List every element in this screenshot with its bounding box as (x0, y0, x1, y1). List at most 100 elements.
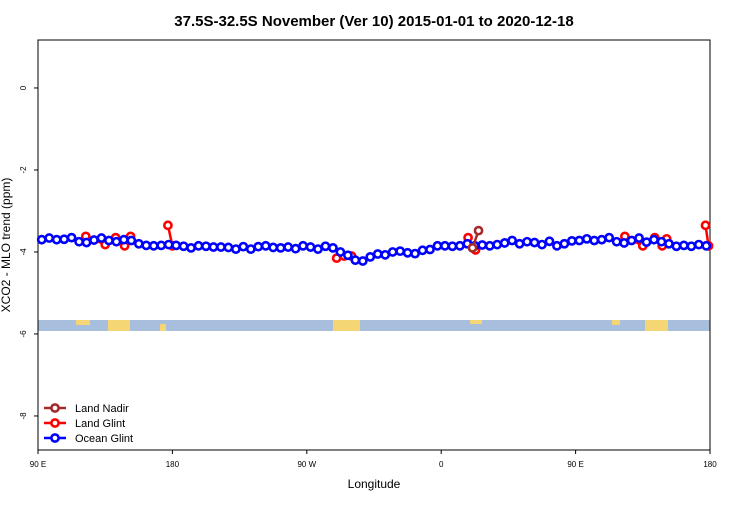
point (671, 241, 682, 252)
point (402, 247, 413, 258)
point (372, 249, 383, 259)
legend-label: Ocean Glint (75, 433, 133, 445)
point (193, 240, 204, 251)
point (529, 237, 540, 248)
point (275, 242, 286, 253)
legend-swatch-point (50, 433, 60, 443)
point (89, 235, 99, 245)
point (51, 234, 62, 245)
point (574, 235, 585, 246)
x-tick-label: 0 (439, 460, 444, 469)
point (484, 240, 495, 251)
point (425, 244, 435, 255)
y-tick-label: 0 (19, 85, 28, 90)
legend-swatch-point (50, 403, 60, 413)
point (335, 247, 346, 257)
point (544, 236, 555, 247)
point (454, 240, 465, 251)
point (467, 242, 478, 253)
point (253, 241, 264, 252)
point (559, 238, 570, 249)
land (470, 320, 482, 324)
point (305, 242, 316, 252)
point (230, 244, 241, 254)
point (641, 237, 652, 248)
point (634, 233, 644, 243)
x-tick-label: 180 (703, 460, 717, 469)
ocean-band (38, 320, 710, 331)
point (268, 242, 279, 253)
point (163, 239, 174, 250)
point (126, 235, 137, 246)
point (410, 248, 420, 259)
point (626, 235, 637, 246)
point (477, 240, 488, 250)
land (160, 324, 166, 331)
point (700, 220, 711, 231)
y-axis-label: XCO2 - MLO trend (ppm) (0, 178, 13, 313)
point (566, 235, 577, 246)
point (522, 236, 532, 247)
point (596, 234, 607, 245)
point (552, 240, 562, 251)
point (492, 239, 503, 250)
chart-title: 37.5S-32.5S November (Ver 10) 2015-01-01… (174, 13, 573, 30)
point (148, 240, 159, 251)
point (395, 246, 406, 257)
point (387, 247, 398, 257)
x-tick-label: 90 E (567, 460, 583, 469)
point (604, 232, 615, 243)
x-tick-label: 180 (166, 460, 180, 469)
point (649, 234, 659, 245)
point (133, 238, 144, 249)
point (342, 250, 353, 261)
point (693, 239, 704, 250)
point (36, 234, 47, 245)
point (186, 242, 196, 253)
legend-label: Land Glint (75, 418, 125, 430)
point (156, 240, 167, 251)
point (223, 242, 234, 253)
point (537, 239, 547, 250)
point (678, 240, 689, 251)
point (163, 220, 173, 231)
point (357, 256, 368, 266)
point (432, 240, 443, 251)
point (245, 244, 256, 254)
series (467, 225, 484, 253)
point (104, 235, 114, 246)
point (260, 240, 271, 251)
point (701, 240, 712, 251)
point (313, 244, 323, 254)
point (66, 232, 77, 243)
land (108, 320, 130, 331)
point (178, 241, 189, 252)
point (298, 240, 308, 251)
land (612, 320, 620, 325)
series (36, 232, 712, 266)
point (208, 242, 219, 252)
point (201, 241, 211, 252)
y-tick-label: -6 (19, 330, 28, 338)
point (44, 233, 55, 243)
land (333, 320, 360, 331)
x-axis-label: Longitude (348, 477, 401, 491)
point (656, 236, 667, 247)
point (611, 236, 622, 247)
point (380, 249, 391, 260)
map-strip (38, 320, 710, 331)
land (76, 320, 90, 325)
point (320, 241, 331, 252)
point (111, 236, 122, 247)
point (96, 233, 107, 243)
point (365, 251, 376, 262)
x-tick-label: 90 W (297, 460, 316, 469)
point (514, 238, 525, 249)
point (328, 242, 338, 253)
point (141, 240, 152, 251)
legend-swatch-point (50, 418, 60, 428)
point (440, 240, 450, 251)
point (686, 241, 697, 252)
point (74, 236, 84, 247)
point (216, 242, 226, 252)
